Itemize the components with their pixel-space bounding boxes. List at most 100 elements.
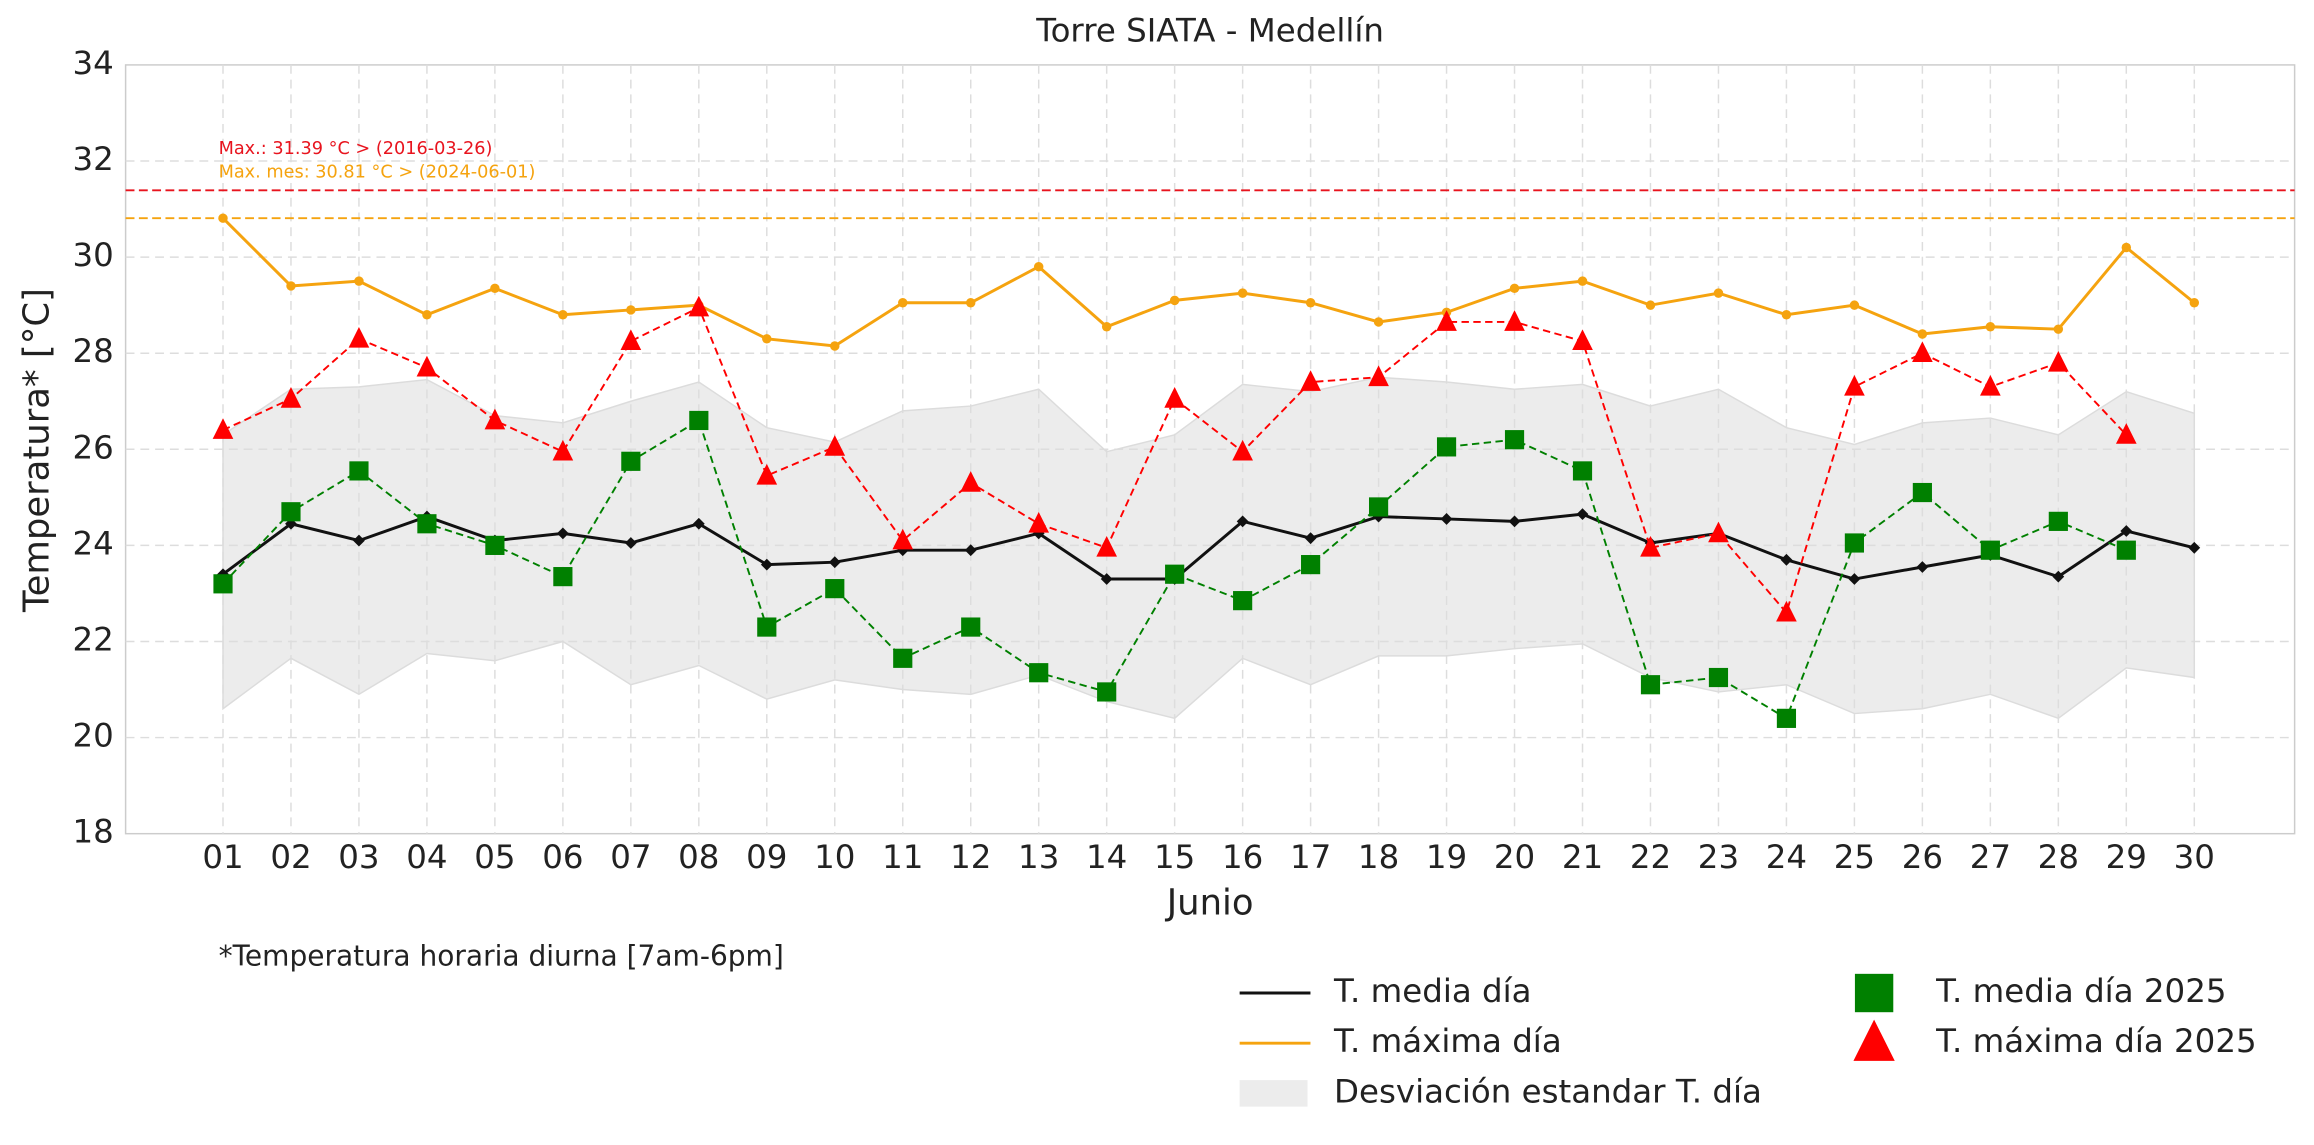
marker-square [757, 617, 777, 637]
reference-label: Max.: 31.39 °C > (2016-03-26) [219, 139, 493, 159]
x-tick-label: 24 [1766, 838, 1807, 876]
marker-circle [1577, 276, 1588, 286]
x-tick-label: 03 [338, 838, 379, 876]
marker-diamond [1032, 527, 1045, 540]
marker-circle [558, 310, 568, 320]
marker-circle [1781, 310, 1792, 320]
marker-square [2048, 511, 2068, 531]
marker-triangle [824, 435, 846, 456]
marker-diamond [624, 537, 637, 549]
marker-square [213, 574, 233, 594]
marker-circle [1373, 317, 1384, 327]
marker-circle [490, 283, 500, 294]
marker-diamond [2188, 541, 2201, 554]
x-tick-label: 12 [950, 838, 991, 876]
marker-circle [1305, 298, 1316, 308]
x-tick-label: 28 [2038, 838, 2079, 876]
marker-square [1029, 663, 1049, 683]
marker-diamond [1848, 573, 1861, 585]
marker-circle [1509, 283, 1520, 294]
marker-triangle [1504, 310, 1525, 331]
marker-circle [1849, 300, 1860, 310]
marker-triangle [1844, 375, 1865, 396]
marker-triangle [348, 326, 370, 348]
x-tick-label: 07 [610, 838, 651, 876]
marker-square [1301, 555, 1321, 575]
marker-square [689, 410, 709, 431]
x-tick-label: 27 [1970, 838, 2011, 876]
y-tick-label: 34 [73, 44, 114, 82]
marker-square [553, 567, 573, 587]
marker-square [349, 461, 369, 481]
marker-circle [898, 298, 908, 308]
marker-diamond [1440, 513, 1453, 525]
marker-diamond [828, 556, 841, 569]
marker-circle [2121, 242, 2132, 253]
marker-circle [626, 305, 636, 315]
marker-triangle [484, 408, 506, 430]
legend-label: Desviación estandar T. día [1334, 1072, 1762, 1110]
marker-square [893, 648, 913, 668]
x-tick-label: 17 [1290, 838, 1331, 876]
marker-circle [1033, 261, 1044, 272]
marker-triangle [552, 439, 574, 461]
y-tick-label: 20 [73, 717, 114, 755]
marker-square [281, 502, 301, 522]
marker-triangle [892, 528, 914, 550]
marker-triangle [1028, 511, 1050, 533]
marker-diamond [1916, 561, 1929, 573]
marker-diamond [1100, 573, 1113, 585]
marker-square [1368, 497, 1389, 517]
chart-title: Torre SIATA - Medellín [1035, 11, 1384, 49]
marker-triangle [1912, 341, 1933, 363]
marker-triangle [1232, 439, 1253, 461]
x-tick-label: 01 [202, 838, 243, 876]
marker-diamond [2120, 525, 2133, 537]
x-tick-label: 29 [2106, 838, 2147, 876]
marker-triangle [1572, 329, 1593, 351]
x-tick-label: 21 [1562, 838, 1603, 876]
marker-square [2116, 540, 2136, 560]
marker-square [1854, 973, 1894, 1013]
x-tick-label: 15 [1154, 838, 1195, 876]
std-band [222, 376, 2196, 720]
y-tick-label: 30 [73, 236, 114, 274]
marker-circle [1917, 329, 1928, 339]
marker-triangle [2115, 423, 2137, 444]
y-tick-label: 24 [73, 524, 114, 562]
marker-circle [1645, 300, 1656, 310]
marker-square [485, 535, 505, 555]
y-axis-label: Temperatura* [°C] [17, 288, 58, 613]
footnote: *Temperatura horaria diurna [7am-6pm] [219, 940, 784, 973]
marker-triangle [1853, 1019, 1895, 1061]
x-tick-label: 02 [270, 838, 311, 876]
marker-square [1980, 540, 2000, 560]
marker-diamond [1304, 532, 1317, 545]
x-tick-label: 10 [814, 838, 855, 876]
marker-circle [218, 213, 228, 223]
x-tick-label: 19 [1426, 838, 1467, 876]
marker-triangle [416, 355, 438, 377]
marker-triangle [1980, 375, 2001, 396]
y-tick-label: 26 [73, 428, 114, 466]
x-tick-label: 04 [406, 838, 447, 876]
legend-label: T. máxima día [1333, 1022, 1562, 1060]
series-line [222, 512, 2195, 581]
marker-triangle [280, 387, 302, 408]
legend-swatch [1239, 1080, 1308, 1107]
marker-square [1776, 708, 1797, 728]
marker-triangle [1096, 535, 1118, 557]
marker-triangle [2048, 351, 2069, 372]
x-tick-label: 09 [746, 838, 787, 876]
marker-square [621, 451, 641, 471]
marker-triangle [1776, 600, 1797, 622]
y-tick-label: 28 [73, 332, 114, 370]
marker-circle [286, 281, 296, 291]
legend-label: T. media día [1333, 972, 1532, 1010]
marker-diamond [556, 527, 569, 540]
marker-square [1097, 682, 1117, 702]
marker-triangle [212, 418, 234, 439]
marker-triangle [620, 329, 642, 351]
marker-circle [2189, 298, 2200, 308]
